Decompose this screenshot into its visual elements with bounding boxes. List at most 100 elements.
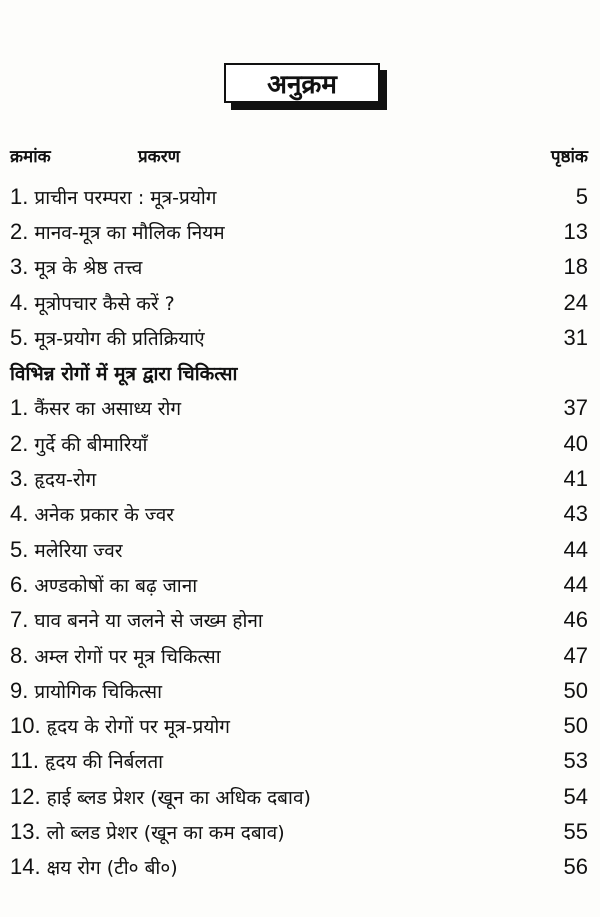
- toc-entry: 1. प्राचीन परम्परा : मूत्र-प्रयोग 5: [10, 179, 588, 214]
- entry-number: 12.: [10, 783, 41, 809]
- entry-title: क्षय रोग (टी० बी०): [46, 857, 178, 880]
- entry-label: 14. क्षय रोग (टी० बी०): [10, 854, 178, 880]
- entry-number: 5.: [10, 324, 29, 350]
- toc-entry: 1. कैंसर का असाध्य रोग 37: [10, 391, 588, 426]
- toc-entry: 7. घाव बनने या जलने से जख्म होना 46: [10, 603, 588, 638]
- entry-number: 2.: [10, 430, 29, 456]
- entry-label: 11. हृदय की निर्बलता: [10, 748, 163, 774]
- entry-number: 10.: [10, 713, 41, 739]
- entry-label: 12. हाई ब्लड प्रेशर (खून का अधिक दबाव): [10, 784, 311, 810]
- entry-title: घाव बनने या जलने से जख्म होना: [34, 610, 263, 633]
- entry-page: 13: [563, 218, 588, 244]
- entry-number: 4.: [10, 501, 29, 527]
- entry-page: 44: [563, 571, 588, 597]
- entry-title: हृदय-रोग: [34, 469, 97, 492]
- entry-label: 10. हृदय के रोगों पर मूत्र-प्रयोग: [10, 713, 230, 739]
- entry-page: 37: [563, 395, 588, 421]
- toc-entry: 5. मूत्र-प्रयोग की प्रतिक्रियाएं 31: [10, 320, 588, 355]
- entry-number: 6.: [10, 571, 29, 597]
- entry-title: मलेरिया ज्वर: [34, 539, 123, 562]
- toc-entry: 3. हृदय-रोग 41: [10, 461, 588, 496]
- toc-entry: 2. गुर्दे की बीमारियाँ 40: [10, 426, 588, 461]
- entry-page: 47: [563, 642, 588, 668]
- toc-entry: 10. हृदय के रोगों पर मूत्र-प्रयोग 50: [10, 708, 588, 743]
- header-serial: क्रमांक: [10, 147, 51, 167]
- entry-number: 13.: [10, 818, 41, 844]
- entry-number: 2.: [10, 218, 29, 244]
- entry-label: 4. अनेक प्रकार के ज्वर: [10, 501, 174, 527]
- entry-page: 53: [563, 748, 588, 774]
- entry-number: 9.: [10, 677, 29, 703]
- entry-number: 11.: [10, 748, 39, 774]
- toc-entry: 14. क्षय रोग (टी० बी०) 56: [10, 850, 588, 885]
- entry-label: 4. मूत्रोपचार कैसे करें ?: [10, 290, 175, 316]
- toc-entry: 3. मूत्र के श्रेष्ठ तत्त्व 18: [10, 250, 588, 285]
- toc-entry: 4. अनेक प्रकार के ज्वर 43: [10, 497, 588, 532]
- entry-title: कैंसर का असाध्य रोग: [34, 398, 182, 421]
- entry-title: मूत्रोपचार कैसे करें ?: [34, 292, 175, 315]
- entry-title: हृदय की निर्बलता: [45, 751, 164, 774]
- toc-entry: 5. मलेरिया ज्वर 44: [10, 532, 588, 567]
- toc-entry: 11. हृदय की निर्बलता 53: [10, 744, 588, 779]
- entry-title: अण्डकोषों का बढ़ जाना: [34, 574, 198, 597]
- entry-number: 1.: [10, 183, 29, 209]
- entry-label: 1. कैंसर का असाध्य रोग: [10, 395, 181, 421]
- entry-title: लो ब्लड प्रेशर (खून का कम दबाव): [46, 821, 285, 844]
- entry-title: हृदय के रोगों पर मूत्र-प्रयोग: [46, 716, 230, 739]
- entry-label: 1. प्राचीन परम्परा : मूत्र-प्रयोग: [10, 184, 216, 210]
- entry-label: 9. प्रायोगिक चिकित्सा: [10, 678, 162, 704]
- entry-label: 2. गुर्दे की बीमारियाँ: [10, 431, 147, 457]
- toc-entry: 2. मानव-मूत्र का मौलिक नियम 13: [10, 214, 588, 249]
- entry-label: 5. मलेरिया ज्वर: [10, 537, 123, 563]
- entry-title: गुर्दे की बीमारियाँ: [34, 433, 148, 456]
- entry-page: 50: [563, 713, 588, 739]
- entry-label: 3. हृदय-रोग: [10, 466, 96, 492]
- entry-page: 31: [563, 324, 588, 350]
- header-chapter: प्रकरण: [138, 147, 180, 167]
- toc-entry: 13. लो ब्लड प्रेशर (खून का कम दबाव) 55: [10, 814, 588, 849]
- entry-label: 7. घाव बनने या जलने से जख्म होना: [10, 607, 263, 633]
- entry-label: 6. अण्डकोषों का बढ़ जाना: [10, 572, 197, 598]
- entry-page: 41: [563, 466, 588, 492]
- toc-entry: 6. अण्डकोषों का बढ़ जाना 44: [10, 567, 588, 602]
- entry-title: हाई ब्लड प्रेशर (खून का अधिक दबाव): [46, 786, 311, 809]
- entry-page: 44: [563, 536, 588, 562]
- entry-label: 3. मूत्र के श्रेष्ठ तत्त्व: [10, 254, 142, 280]
- entry-page: 5: [575, 183, 588, 209]
- entry-label: 13. लो ब्लड प्रेशर (खून का कम दबाव): [10, 819, 285, 845]
- entry-title: प्रायोगिक चिकित्सा: [34, 680, 163, 703]
- entry-page: 43: [563, 501, 588, 527]
- entry-number: 7.: [10, 607, 29, 633]
- entry-title: मूत्र के श्रेष्ठ तत्त्व: [34, 257, 143, 280]
- toc-entry: 12. हाई ब्लड प्रेशर (खून का अधिक दबाव) 54: [10, 779, 588, 814]
- entry-page: 40: [563, 430, 588, 456]
- toc-entry: 8. अम्ल रोगों पर मूत्र चिकित्सा 47: [10, 638, 588, 673]
- entry-page: 50: [563, 677, 588, 703]
- entry-title: अम्ल रोगों पर मूत्र चिकित्सा: [34, 645, 221, 668]
- entry-number: 3.: [10, 466, 29, 492]
- toc-entry: 4. मूत्रोपचार कैसे करें ? 24: [10, 285, 588, 320]
- entry-title: मूत्र-प्रयोग की प्रतिक्रियाएं: [34, 327, 205, 350]
- entry-page: 55: [563, 818, 588, 844]
- header-page: पृष्ठांक: [550, 147, 588, 167]
- entry-label: 2. मानव-मूत्र का मौलिक नियम: [10, 219, 225, 245]
- entry-page: 56: [563, 854, 588, 880]
- entry-page: 54: [563, 783, 588, 809]
- entry-number: 5.: [10, 536, 29, 562]
- entry-number: 3.: [10, 254, 29, 280]
- entry-number: 4.: [10, 289, 29, 315]
- title-frame: अनुक्रम: [224, 63, 387, 110]
- entry-number: 14.: [10, 854, 41, 880]
- entry-number: 8.: [10, 642, 29, 668]
- entry-label: 5. मूत्र-प्रयोग की प्रतिक्रियाएं: [10, 325, 205, 351]
- entry-title: अनेक प्रकार के ज्वर: [34, 504, 175, 527]
- entry-label: 8. अम्ल रोगों पर मूत्र चिकित्सा: [10, 643, 221, 669]
- page-title: अनुक्रम: [224, 63, 380, 103]
- entry-number: 1.: [10, 395, 29, 421]
- toc-entry: 9. प्रायोगिक चिकित्सा 50: [10, 673, 588, 708]
- toc-list: 1. प्राचीन परम्परा : मूत्र-प्रयोग 5 2. मान…: [10, 179, 588, 885]
- entry-page: 24: [563, 289, 588, 315]
- entry-page: 46: [563, 607, 588, 633]
- entry-title: प्राचीन परम्परा : मूत्र-प्रयोग: [34, 186, 217, 209]
- entry-page: 18: [563, 254, 588, 280]
